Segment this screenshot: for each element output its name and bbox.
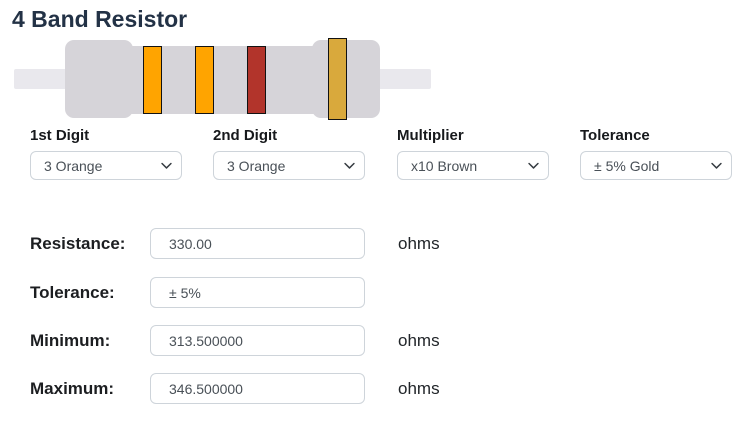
- resistor-body-left-cap: [65, 40, 133, 118]
- resistance-row: Resistance: ohms: [0, 228, 744, 259]
- tolerance-select-wrap: ± 5% Gold: [580, 151, 732, 180]
- resistance-unit: ohms: [398, 233, 440, 253]
- minimum-row: Minimum: ohms: [0, 325, 744, 356]
- second-digit-group: 2nd Digit 3 Orange: [213, 127, 365, 180]
- band-multiplier: [247, 46, 266, 114]
- second-digit-label: 2nd Digit: [213, 127, 278, 144]
- maximum-input[interactable]: [150, 373, 365, 404]
- tolerance-label: Tolerance:: [30, 282, 115, 302]
- tolerance-select-label: Tolerance: [580, 127, 650, 144]
- multiplier-label: Multiplier: [397, 127, 464, 144]
- tolerance-select[interactable]: ± 5% Gold: [580, 151, 732, 180]
- multiplier-group: Multiplier x10 Brown: [397, 127, 549, 180]
- second-digit-select-wrap: 3 Orange: [213, 151, 365, 180]
- tolerance-group: Tolerance ± 5% Gold: [580, 127, 732, 180]
- first-digit-select-wrap: 3 Orange: [30, 151, 182, 180]
- tolerance-input[interactable]: [150, 277, 365, 308]
- band-1st-digit: [143, 46, 162, 114]
- minimum-unit: ohms: [398, 330, 440, 350]
- maximum-row: Maximum: ohms: [0, 373, 744, 404]
- band-2nd-digit: [195, 46, 214, 114]
- maximum-label: Maximum:: [30, 378, 115, 398]
- page-title: 4 Band Resistor: [12, 6, 188, 32]
- maximum-unit: ohms: [398, 378, 440, 398]
- first-digit-group: 1st Digit 3 Orange: [30, 127, 182, 180]
- second-digit-select[interactable]: 3 Orange: [213, 151, 365, 180]
- resistance-input[interactable]: [150, 228, 365, 259]
- first-digit-select[interactable]: 3 Orange: [30, 151, 182, 180]
- minimum-label: Minimum:: [30, 330, 111, 350]
- tolerance-row: Tolerance:: [0, 277, 744, 308]
- multiplier-select-wrap: x10 Brown: [397, 151, 549, 180]
- first-digit-label: 1st Digit: [30, 127, 90, 144]
- band-tolerance: [328, 38, 347, 120]
- minimum-input[interactable]: [150, 325, 365, 356]
- resistance-label: Resistance:: [30, 233, 126, 253]
- multiplier-select[interactable]: x10 Brown: [397, 151, 549, 180]
